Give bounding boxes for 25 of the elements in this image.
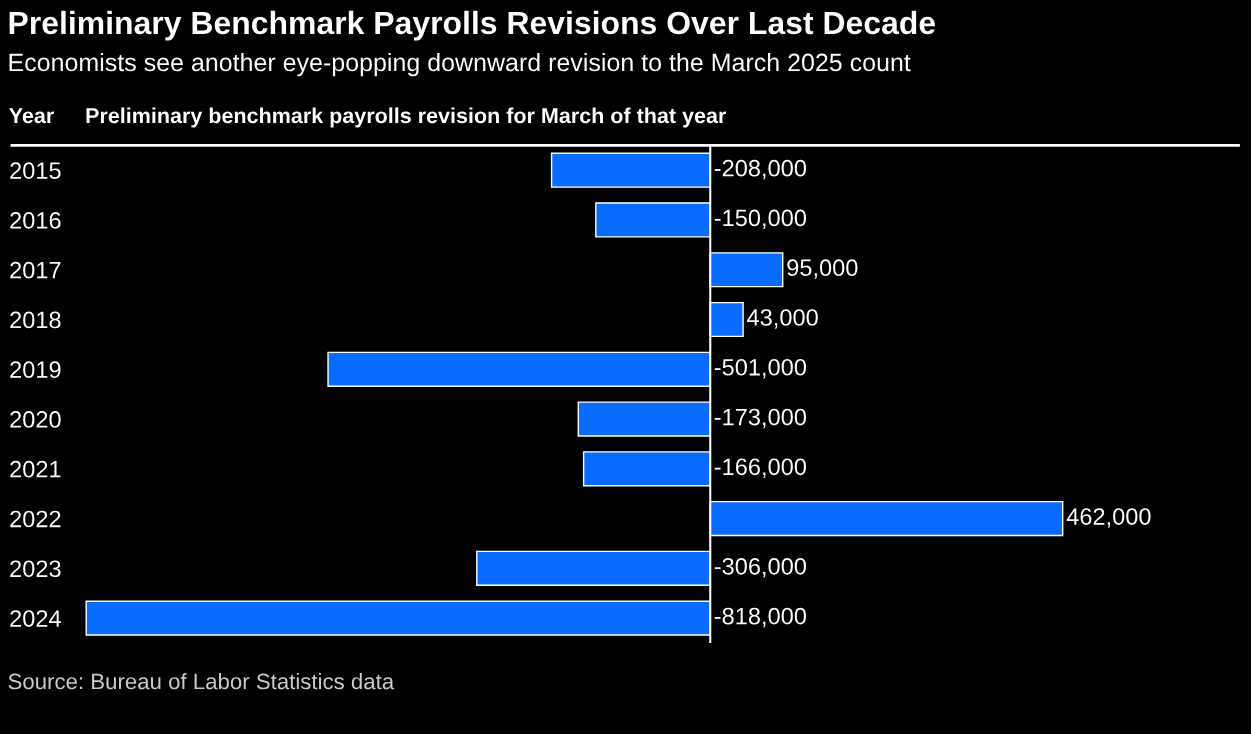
chart-title: Preliminary Benchmark Payrolls Revisions Over Last Decade — [9, 10, 936, 41]
y-tick-label: 2015 — [10, 162, 61, 179]
y-axis-title: Year — [9, 108, 54, 124]
y-tick-label: 2018 — [10, 311, 61, 329]
data-label: -208,000 — [714, 159, 807, 180]
y-tick-label: 2019 — [10, 361, 61, 379]
data-label: -306,000 — [714, 557, 807, 578]
data-label: -501,000 — [714, 358, 807, 379]
data-label: 95,000 — [787, 259, 858, 279]
y-tick-label: 2022 — [10, 510, 61, 528]
data-label: -150,000 — [714, 209, 807, 230]
y-tick-label: 2017 — [10, 261, 61, 279]
chart-subtitle: Economists see another eye-popping downward revision to the March 2025 count — [9, 52, 911, 77]
y-tick-label: 2016 — [10, 212, 61, 229]
data-label: 43,000 — [747, 309, 818, 329]
source-note: Source: Bureau of Labor Statistics data — [8, 673, 395, 690]
data-label: -818,000 — [714, 607, 807, 628]
x-axis-title: Preliminary benchmark payrolls revision for March of that year — [86, 107, 727, 128]
y-tick-label: 2020 — [10, 411, 61, 428]
y-tick-label: 2024 — [10, 610, 61, 627]
data-label: 462,000 — [1066, 508, 1151, 528]
y-tick-label: 2021 — [10, 460, 61, 478]
data-label: -166,000 — [714, 458, 807, 478]
data-label: -173,000 — [714, 408, 807, 429]
y-tick-label: 2023 — [10, 560, 61, 578]
